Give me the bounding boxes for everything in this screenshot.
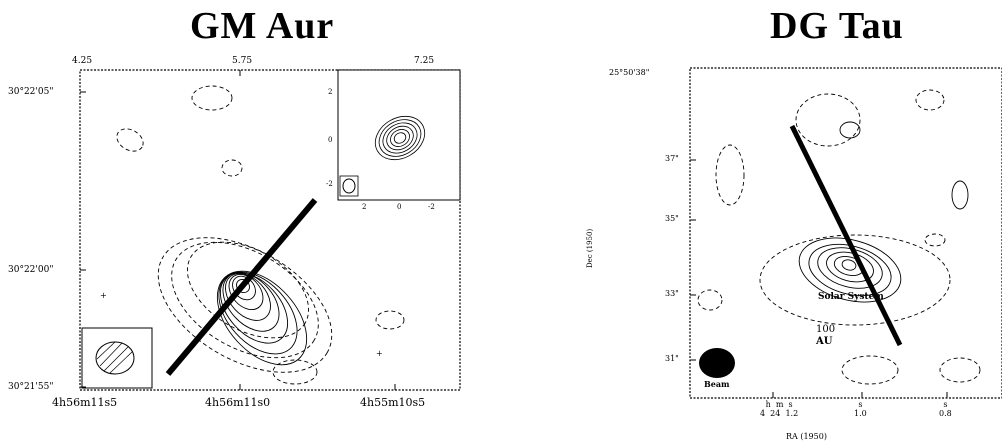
inset-beam-box [339, 175, 359, 197]
left-small-marker: + [376, 349, 383, 358]
right-axis-line [789, 124, 903, 347]
left-y-tick-2: 30°22'00" [8, 265, 54, 275]
left-ticks [80, 70, 396, 390]
top-tick-1: 4.25 [72, 56, 93, 66]
outflow-axis-line [165, 198, 318, 376]
inset-y-tick-1: 2 [328, 88, 333, 96]
panel-title-gm-aur: GM Aur [190, 5, 335, 47]
right-ticks [690, 159, 948, 398]
left-beam-box [81, 327, 153, 389]
inset-x-tick-3: -2 [428, 203, 435, 211]
right-y-tick-1: 25°50'38" [609, 68, 650, 77]
inset-x-tick-2: 0 [397, 203, 402, 211]
left-y-tick-1: 30°22'05" [8, 87, 54, 97]
left-plus-marker: + [100, 291, 107, 300]
inset-y-tick-2: 0 [328, 136, 333, 144]
right-x-tick-3: s 0.8 [939, 400, 952, 418]
right-dashed-contours [697, 89, 981, 385]
scale-unit: AU [816, 336, 833, 347]
right-y-axis-label: Dec (1950) [586, 228, 594, 268]
right-y-tick-4: 33" [665, 289, 679, 298]
right-x-tick-1: h m s 4 24 1.2 [760, 400, 799, 418]
solar-system-annotation: Solar System [818, 292, 884, 302]
right-y-tick-5: 31" [665, 354, 679, 363]
inset-y-tick-3: -2 [326, 180, 333, 188]
left-solid-contours [216, 270, 308, 366]
inset-beam [342, 178, 356, 194]
scale-value: 100 [816, 324, 836, 335]
left-x-tick-1: 4h56m11s5 [52, 396, 118, 409]
right-solid-contours [798, 121, 969, 303]
left-x-tick-3: 4h55m10s5 [360, 396, 426, 409]
right-x-tick-2: s 1.0 [854, 400, 867, 418]
top-tick-2: 5.75 [232, 56, 253, 66]
left-plot-frame [79, 69, 461, 391]
left-dashed-contours [116, 85, 405, 385]
left-y-tick-3: 30°21'55" [8, 382, 54, 392]
right-x-axis-label: RA (1950) [786, 432, 827, 441]
inset-x-tick-1: 2 [362, 203, 367, 211]
left-beam-hatch [96, 341, 133, 374]
right-plot-frame [689, 67, 1002, 399]
top-tick-3: 7.25 [414, 56, 435, 66]
beam-label: Beam [704, 379, 730, 389]
inset-contours [374, 115, 426, 161]
panel-title-dg-tau: DG Tau [770, 5, 904, 47]
right-beam [699, 348, 735, 378]
right-y-tick-3: 35" [665, 214, 679, 223]
left-x-tick-2: 4h56m11s0 [205, 396, 271, 409]
right-y-tick-2: 37" [665, 154, 679, 163]
